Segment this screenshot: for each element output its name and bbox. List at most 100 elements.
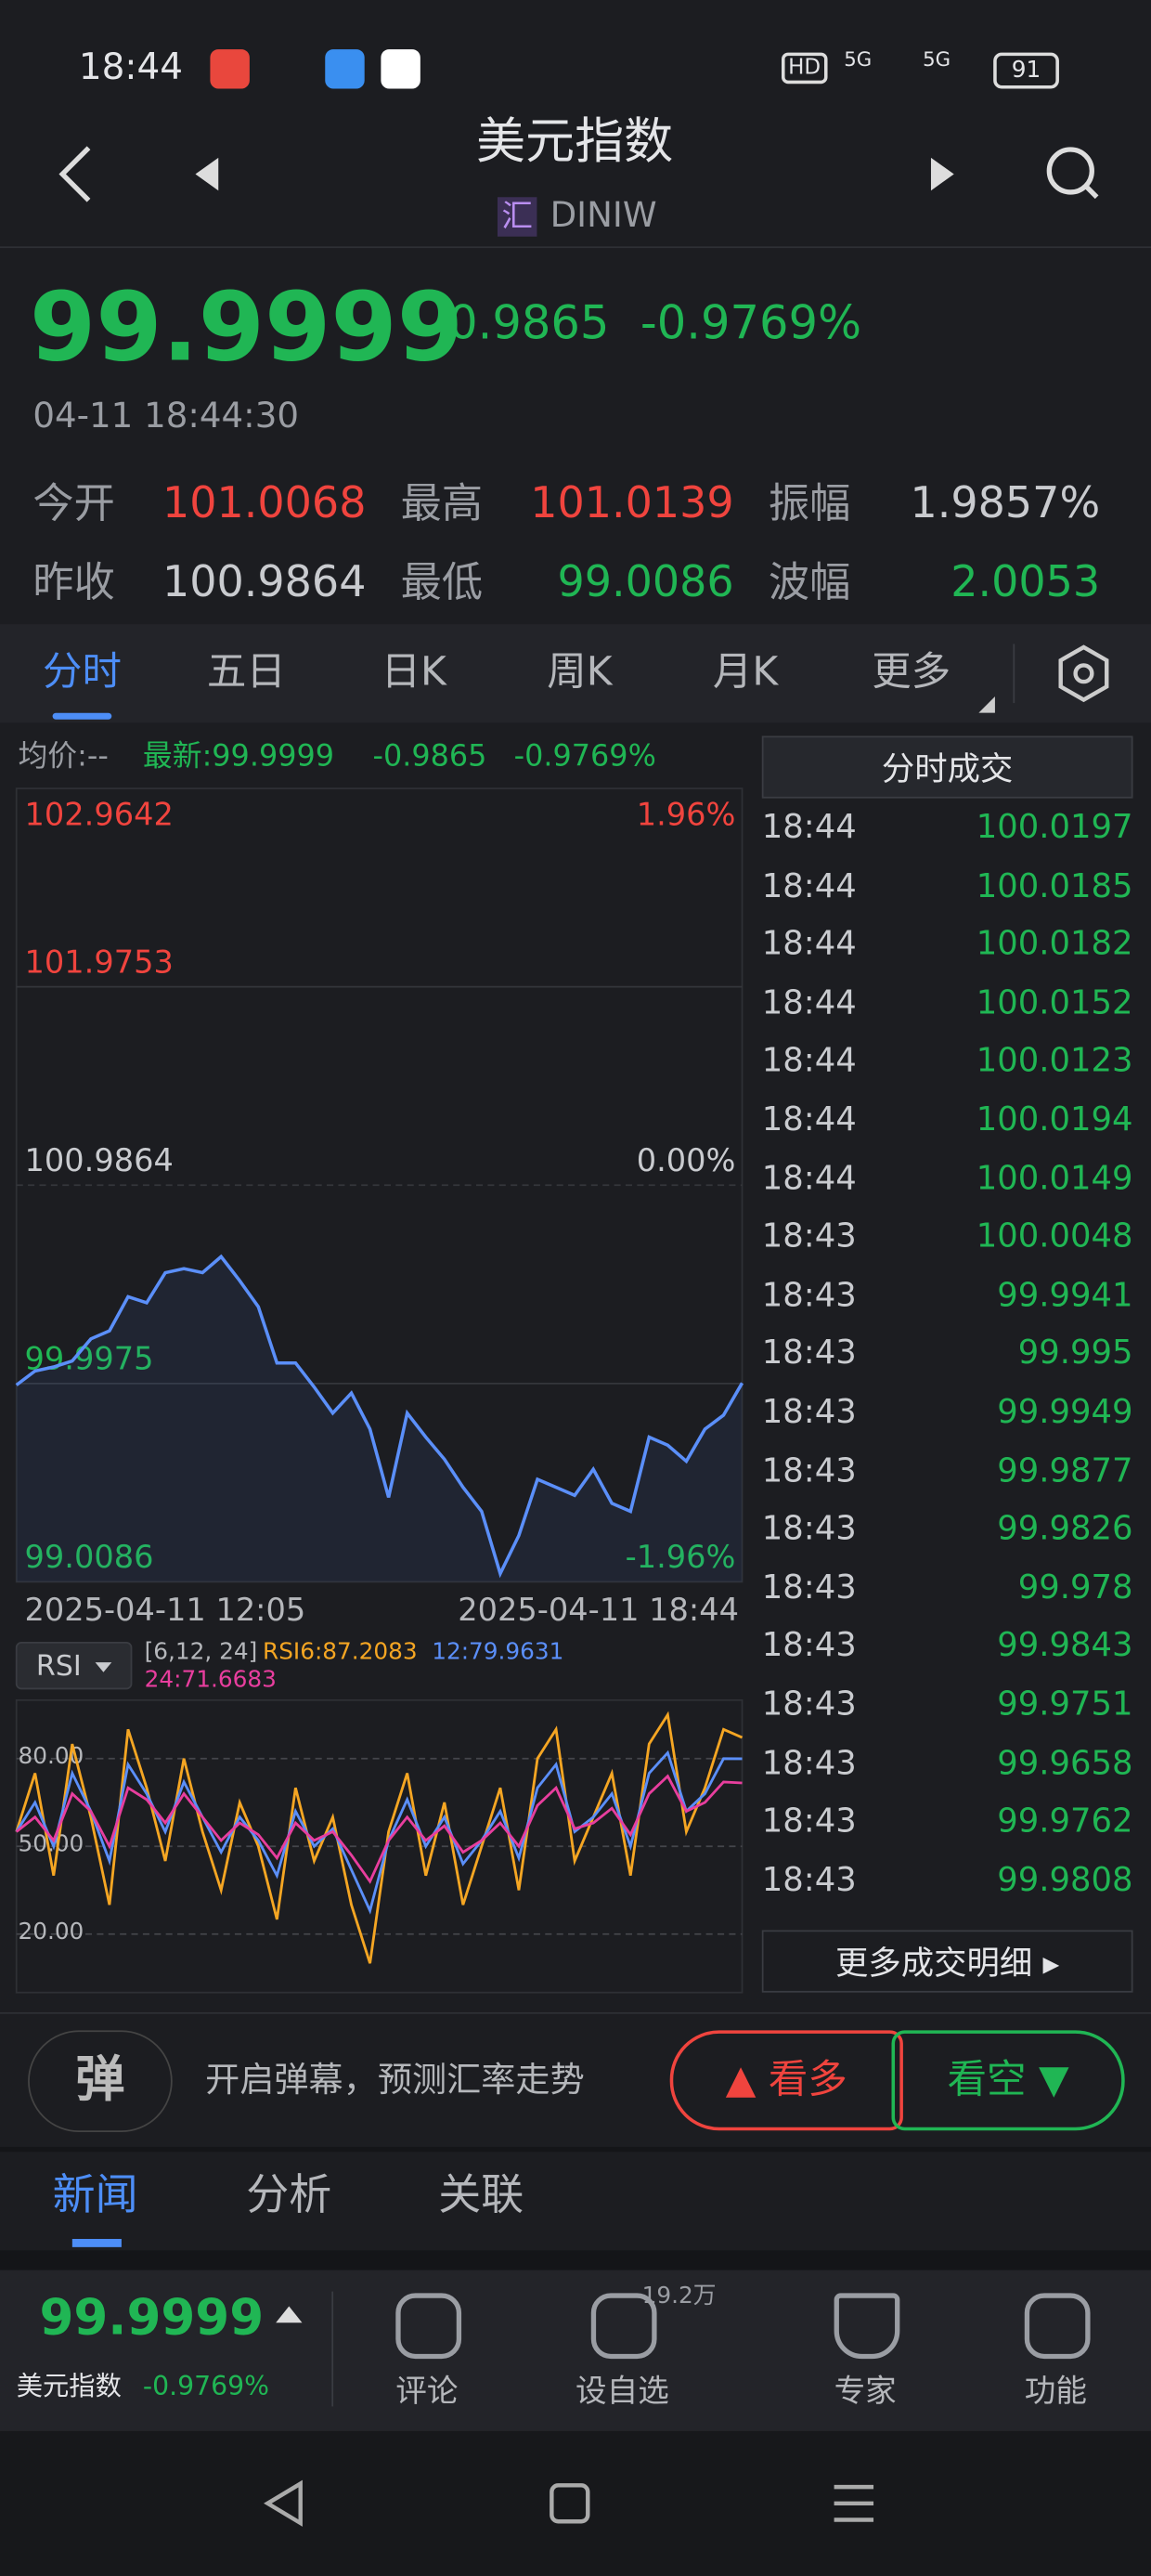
search-icon[interactable] bbox=[1046, 147, 1094, 195]
indicator-select[interactable] bbox=[15, 1642, 133, 1690]
danmu-text: 开启弹幕，预测汇率走势 bbox=[205, 2060, 585, 2100]
settings-icon[interactable] bbox=[1051, 641, 1117, 707]
rsi-line bbox=[15, 1774, 743, 1884]
stat-value: 100.9864 bbox=[162, 558, 367, 608]
stat-label: 最高 bbox=[400, 479, 484, 527]
stat-value: 2.0053 bbox=[951, 558, 1101, 608]
legend-entry: RSI6:87.2083 bbox=[263, 1638, 418, 1665]
nav-home[interactable] bbox=[550, 2483, 590, 2524]
tab[interactable]: 分时 bbox=[42, 648, 122, 696]
stat-label: 振幅 bbox=[768, 479, 851, 527]
trade-time: 18:43 bbox=[761, 1216, 857, 1255]
stat-label: 昨收 bbox=[32, 558, 115, 606]
trades-title: 分时成交 bbox=[761, 735, 1133, 799]
back-icon[interactable] bbox=[58, 146, 91, 202]
tab-indicator bbox=[52, 712, 112, 720]
bull-button[interactable]: ▲ 看多 bbox=[669, 2030, 903, 2131]
trade-time: 18:43 bbox=[761, 1391, 857, 1431]
trade-price: 99.9826 bbox=[997, 1508, 1133, 1548]
legend-entry: 12:79.9631 bbox=[432, 1638, 563, 1665]
stat-label: 波幅 bbox=[768, 558, 851, 606]
legend-entry: 24:71.6683 bbox=[145, 1666, 277, 1693]
y-tick-label: 99.0086 bbox=[25, 1539, 154, 1575]
y-tick-label: 20.00 bbox=[18, 1918, 84, 1945]
trades-more-text: 更多成交明细 bbox=[835, 1943, 1033, 1984]
trade-price: 99.9843 bbox=[997, 1625, 1133, 1665]
action-icon[interactable] bbox=[590, 2293, 657, 2360]
trade-price: 100.0149 bbox=[976, 1157, 1133, 1197]
trade-time: 18:43 bbox=[761, 1625, 857, 1665]
stat-value: 99.0086 bbox=[557, 558, 734, 608]
status-time: 18:44 bbox=[78, 47, 184, 89]
news-tab[interactable]: 新闻 bbox=[52, 2171, 138, 2221]
tab[interactable]: 周K bbox=[547, 648, 613, 696]
nav-bar bbox=[0, 2430, 1151, 2576]
action-icon[interactable] bbox=[395, 2293, 462, 2360]
nav-back[interactable] bbox=[264, 2479, 303, 2527]
charts: 99.0086 99.9975 100.9864 101.9753 102.9642 -1… bbox=[15, 787, 744, 1994]
bottom-name: 美元指数 bbox=[16, 2370, 122, 2402]
trade-price: 100.0152 bbox=[976, 982, 1133, 1021]
divider bbox=[0, 2146, 1151, 2153]
y2-tick-label: -1.96% bbox=[626, 1539, 736, 1575]
rsi-line bbox=[15, 1711, 744, 1964]
app-icon bbox=[381, 49, 420, 89]
latest: 最新:99.9999 bbox=[142, 739, 334, 774]
trade-time: 18:43 bbox=[761, 1567, 857, 1607]
trade-price: 100.0197 bbox=[976, 806, 1133, 846]
y-tick-label: 99.9975 bbox=[25, 1341, 154, 1377]
trade-price: 100.0048 bbox=[976, 1216, 1133, 1255]
trade-time: 18:44 bbox=[761, 923, 857, 963]
bottom-pct: -0.9769% bbox=[142, 2370, 270, 2402]
action-label: 评论 bbox=[395, 2374, 459, 2410]
trade-time: 18:43 bbox=[761, 1274, 857, 1314]
next-icon[interactable] bbox=[930, 157, 954, 191]
indicator-params: [6,12, 24] bbox=[145, 1638, 258, 1665]
trade-price: 100.0123 bbox=[976, 1040, 1133, 1080]
badge: 汇 bbox=[497, 197, 537, 237]
action-icon[interactable] bbox=[834, 2293, 900, 2360]
title: 美元指数 bbox=[475, 113, 674, 171]
trade-price: 99.9941 bbox=[997, 1274, 1133, 1314]
trade-price: 99.9949 bbox=[997, 1391, 1133, 1431]
trade-time: 18:44 bbox=[761, 1157, 857, 1197]
action-label: 功能 bbox=[1024, 2374, 1088, 2410]
trade-price: 99.9877 bbox=[997, 1450, 1133, 1490]
tab[interactable]: 日K bbox=[381, 648, 446, 696]
latest-pct: -0.9769% bbox=[513, 739, 656, 774]
trade-time: 18:44 bbox=[761, 1099, 857, 1138]
network: 5G bbox=[923, 47, 951, 72]
bear-button[interactable]: 看空 ▼ bbox=[891, 2030, 1125, 2131]
action-label: 设自选 bbox=[575, 2374, 669, 2410]
action-icon[interactable] bbox=[1024, 2293, 1091, 2360]
battery: 91 bbox=[993, 52, 1059, 89]
trade-time: 18:44 bbox=[761, 1040, 857, 1080]
y-tick-label: 102.9642 bbox=[25, 797, 174, 833]
trade-price: 100.0185 bbox=[976, 865, 1133, 904]
app-icon bbox=[325, 49, 365, 89]
network: 5G bbox=[844, 47, 873, 72]
trade-time: 18:43 bbox=[761, 1859, 857, 1899]
app-icon bbox=[210, 49, 250, 89]
news-tab[interactable]: 分析 bbox=[246, 2171, 332, 2221]
price: 99.9999 bbox=[29, 270, 464, 384]
y2-tick-label: 0.00% bbox=[637, 1142, 736, 1178]
trade-price: 99.995 bbox=[1017, 1333, 1133, 1373]
tab[interactable]: 更多 bbox=[872, 648, 951, 696]
trade-price: 100.0194 bbox=[976, 1099, 1133, 1138]
trade-price: 100.0182 bbox=[976, 923, 1133, 963]
nav-menu[interactable] bbox=[834, 2484, 874, 2522]
tab[interactable]: 月K bbox=[712, 648, 779, 696]
news-tab[interactable]: 关联 bbox=[438, 2171, 524, 2221]
trade-price: 99.9658 bbox=[997, 1742, 1133, 1782]
trade-time: 18:43 bbox=[761, 1742, 857, 1782]
trades-more[interactable]: 更多成交明细 ▸ bbox=[761, 1930, 1133, 1993]
tab[interactable]: 五日 bbox=[206, 648, 286, 696]
tab-bar bbox=[0, 624, 1151, 723]
danmu-icon[interactable]: 弹 bbox=[28, 2030, 173, 2133]
prev-icon[interactable] bbox=[195, 157, 219, 191]
rsi-line bbox=[15, 1750, 743, 1915]
trade-price: 99.9762 bbox=[997, 1801, 1133, 1841]
